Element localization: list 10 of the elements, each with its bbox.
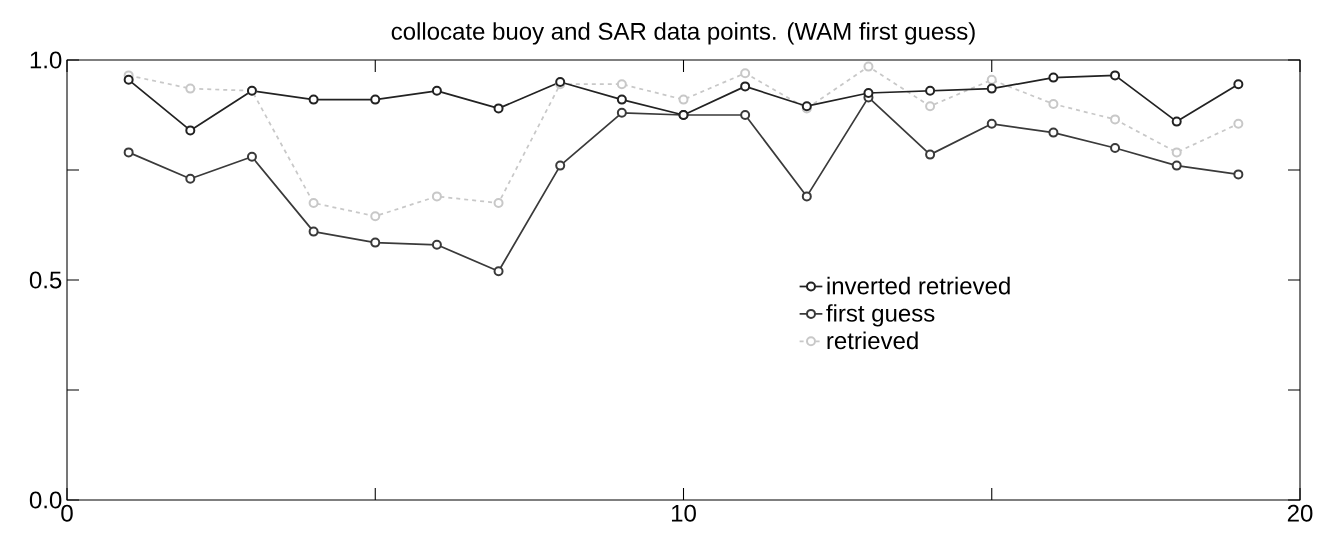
- x-tick-label: 20: [1287, 504, 1313, 522]
- x-tick-label: 10: [671, 504, 696, 522]
- chart-title: collocate buoy and SAR data points. (WAM first guess): [391, 22, 975, 45]
- y-tick-label: 0.0: [29, 491, 62, 509]
- x-tick-label: 0: [61, 504, 73, 522]
- y-tick-label: 1.0: [30, 51, 62, 69]
- legend-label: first guess: [826, 304, 935, 327]
- legend-label: inverted retrieved: [827, 276, 1010, 295]
- y-tick-label: 0.5: [29, 271, 62, 289]
- legend-label: retrieved: [827, 331, 918, 350]
